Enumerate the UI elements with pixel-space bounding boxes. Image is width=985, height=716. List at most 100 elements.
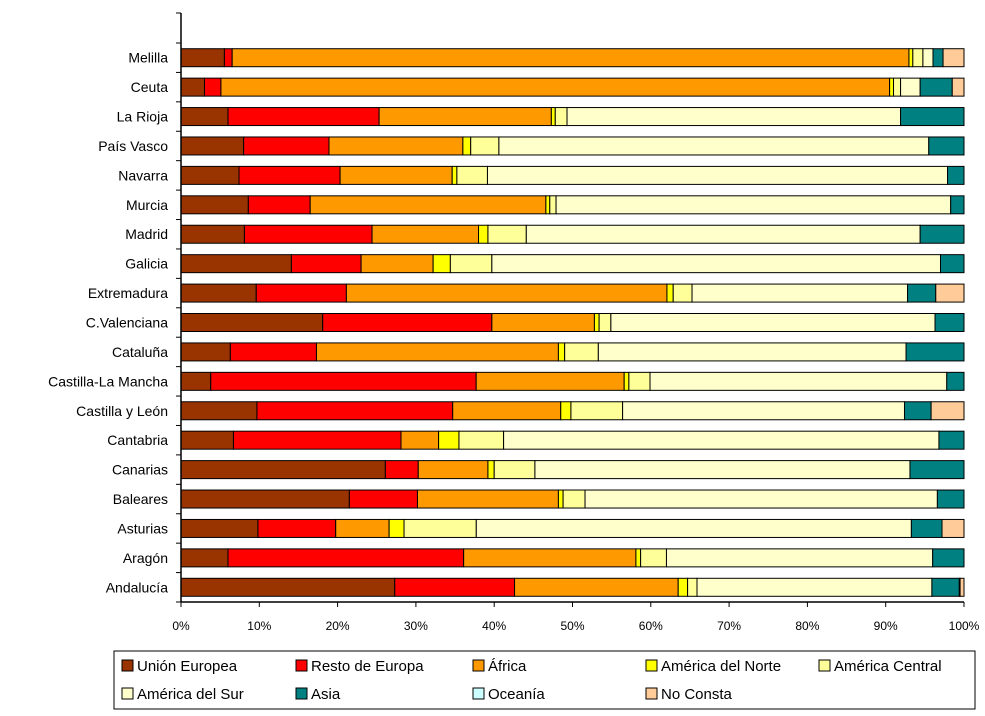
bar-segment-murcia-america-del-sur bbox=[555, 195, 952, 215]
bar-segment-madrid-america-del-norte bbox=[478, 224, 489, 244]
legend-swatch-resto-de-europa bbox=[295, 659, 308, 672]
x-tick-label-30: 30% bbox=[404, 619, 428, 633]
bar-segment-cataluna-africa bbox=[315, 342, 559, 362]
bar-segment-canarias-africa bbox=[417, 460, 489, 480]
bar-segment-la-rioja-america-central bbox=[554, 107, 568, 127]
bar-segment-canarias-america-del-norte bbox=[487, 460, 495, 480]
bar-segment-c-valenciana-resto-de-europa bbox=[322, 313, 493, 332]
bar-segment-aragon-resto-de-europa bbox=[227, 548, 465, 568]
bar-segment-asturias-no-consta bbox=[941, 518, 965, 538]
legend-swatch-union-europea bbox=[121, 659, 134, 672]
bar-segment-baleares-africa bbox=[416, 489, 559, 509]
category-label-baleares: Baleares bbox=[113, 491, 168, 507]
bar-segment-c-valenciana-america-del-sur bbox=[610, 313, 936, 332]
bar-segment-aragon-america-del-norte bbox=[635, 548, 642, 568]
x-tick-label-10: 10% bbox=[247, 619, 271, 633]
legend-label-resto-de-europa: Resto de Europa bbox=[311, 658, 424, 675]
bar-segment-pais-vasco-america-del-norte bbox=[462, 136, 472, 156]
bar-segment-murcia-america-central bbox=[549, 195, 557, 215]
legend-label-africa: África bbox=[488, 658, 527, 675]
bars-layer bbox=[180, 48, 965, 597]
bar-segment-melilla-union-europea bbox=[180, 48, 225, 68]
bar-segment-ceuta-no-consta bbox=[951, 77, 965, 97]
x-tick-label-20: 20% bbox=[326, 619, 350, 633]
legend-swatch-america-del-sur bbox=[121, 687, 134, 700]
legend-swatch-no-consta bbox=[645, 687, 658, 700]
bar-segment-andalucia-africa bbox=[514, 577, 679, 597]
bar-segment-asturias-america-central bbox=[403, 518, 477, 538]
bar-segment-pais-vasco-africa bbox=[328, 136, 464, 156]
legend-swatch-america-del-norte bbox=[645, 659, 658, 672]
x-tick-label-0: 0% bbox=[172, 619, 190, 633]
bar-segment-cantabria-union-europea bbox=[180, 430, 234, 450]
bar-segment-cantabria-america-del-sur bbox=[503, 430, 940, 450]
axes-layer: Melilla Ceuta La Rioja País Vasco Navarra Mur… bbox=[48, 12, 980, 633]
category-label-pais-vasco: País Vasco bbox=[98, 138, 168, 154]
bar-segment-castilla-y-leon-america-del-sur bbox=[622, 401, 905, 421]
x-tick-label-50: 50% bbox=[560, 619, 584, 633]
bar-segment-la-rioja-union-europea bbox=[180, 107, 229, 127]
bar-segment-c-valenciana-asia bbox=[934, 313, 965, 332]
bar-segment-aragon-america-central bbox=[640, 548, 667, 568]
category-label-ceuta: Ceuta bbox=[131, 79, 169, 95]
bar-segment-melilla-resto-de-europa bbox=[223, 48, 233, 68]
bar-segment-navarra-america-del-sur bbox=[486, 165, 949, 185]
x-tick-label-90: 90% bbox=[874, 619, 898, 633]
bar-segment-baleares-resto-de-europa bbox=[348, 489, 418, 509]
category-label-cantabria: Cantabria bbox=[107, 432, 168, 448]
bar-segment-cataluna-america-del-norte bbox=[557, 342, 566, 362]
bar-segment-murcia-union-europea bbox=[180, 195, 249, 215]
bar-segment-andalucia-resto-de-europa bbox=[394, 577, 516, 597]
bar-segment-navarra-asia bbox=[947, 165, 965, 185]
bar-segment-extremadura-africa bbox=[345, 283, 668, 303]
bar-segment-murcia-asia bbox=[950, 195, 965, 215]
bar-segment-canarias-america-central bbox=[493, 460, 536, 480]
legend-swatch-oceania bbox=[472, 687, 485, 700]
bar-segment-galicia-africa bbox=[360, 254, 434, 274]
category-label-aragon: Aragón bbox=[123, 550, 168, 566]
legend-label-america-del-sur: América del Sur bbox=[137, 686, 244, 703]
bar-segment-extremadura-no-consta bbox=[935, 283, 965, 303]
bar-segment-c-valenciana-union-europea bbox=[180, 313, 324, 332]
bar-segment-baleares-union-europea bbox=[180, 489, 350, 509]
bar-segment-castilla-la-mancha-asia bbox=[946, 371, 965, 391]
bar-segment-melilla-america-del-norte bbox=[908, 48, 914, 68]
bar-segment-pais-vasco-union-europea bbox=[180, 136, 245, 156]
bar-segment-andalucia-america-del-norte bbox=[677, 577, 689, 597]
bar-segment-aragon-america-del-sur bbox=[665, 548, 934, 568]
bar-segment-c-valenciana-america-del-norte bbox=[593, 313, 600, 332]
bar-segment-cantabria-asia bbox=[938, 430, 965, 450]
bar-segment-andalucia-america-del-sur bbox=[696, 577, 933, 597]
bar-segment-aragon-union-europea bbox=[180, 548, 229, 568]
bar-segment-ceuta-africa bbox=[220, 77, 891, 97]
bar-segment-la-rioja-america-del-sur bbox=[566, 107, 902, 127]
bar-segment-castilla-la-mancha-america-del-sur bbox=[649, 371, 948, 391]
bar-segment-castilla-la-mancha-america-del-norte bbox=[623, 371, 630, 391]
bar-segment-canarias-asia bbox=[909, 460, 965, 480]
bar-segment-murcia-africa bbox=[309, 195, 547, 215]
category-label-canarias: Canarias bbox=[112, 462, 168, 478]
bar-segment-navarra-america-central bbox=[456, 165, 488, 185]
bar-segment-ceuta-resto-de-europa bbox=[203, 77, 222, 97]
bar-segment-extremadura-america-central bbox=[672, 283, 693, 303]
bar-segment-navarra-union-europea bbox=[180, 165, 240, 185]
bar-segment-madrid-america-del-sur bbox=[525, 224, 921, 244]
bar-segment-melilla-africa bbox=[231, 48, 910, 68]
x-tick-label-60: 60% bbox=[639, 619, 663, 633]
bar-segment-cataluna-america-central bbox=[564, 342, 599, 362]
bar-segment-galicia-union-europea bbox=[180, 254, 292, 274]
bar-segment-pais-vasco-america-del-sur bbox=[498, 136, 930, 156]
bar-segment-castilla-y-leon-resto-de-europa bbox=[256, 401, 454, 421]
bar-segment-asturias-asia bbox=[910, 518, 943, 538]
bar-segment-castilla-la-mancha-resto-de-europa bbox=[210, 371, 477, 391]
bar-segment-murcia-resto-de-europa bbox=[247, 195, 311, 215]
bar-segment-asturias-africa bbox=[335, 518, 390, 538]
category-label-asturias: Asturias bbox=[117, 520, 168, 536]
bar-segment-asturias-resto-de-europa bbox=[257, 518, 337, 538]
x-tick-label-80: 80% bbox=[795, 619, 819, 633]
bar-segment-andalucia-america-central bbox=[687, 577, 698, 597]
bar-segment-extremadura-america-del-norte bbox=[666, 283, 674, 303]
bar-segment-andalucia-union-europea bbox=[180, 577, 396, 597]
bar-segment-extremadura-union-europea bbox=[180, 283, 257, 303]
legend-label-america-del-norte: América del Norte bbox=[661, 658, 781, 675]
